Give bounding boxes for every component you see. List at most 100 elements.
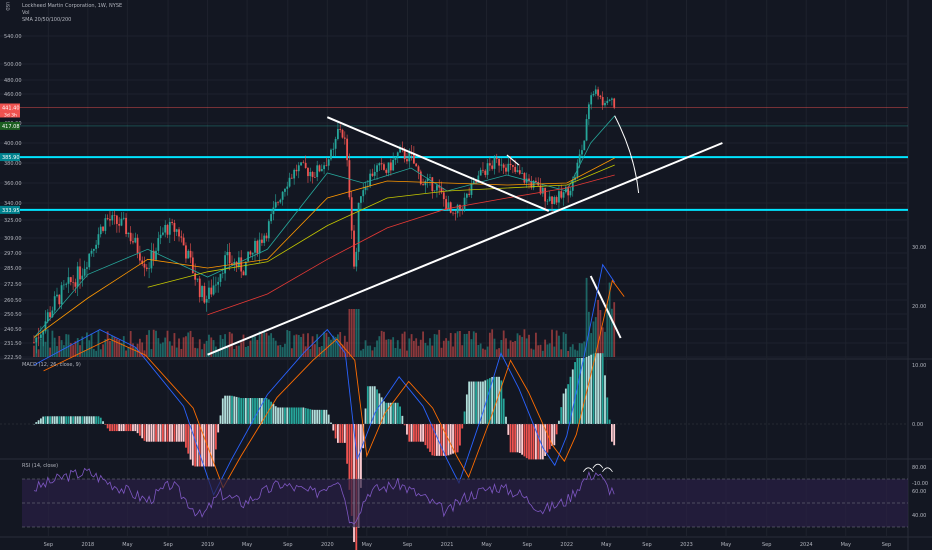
macd-tick-label: 10.00 xyxy=(912,363,926,369)
volume-bar xyxy=(518,335,521,357)
macd-histogram-bar xyxy=(488,378,491,424)
volume-bar xyxy=(592,321,595,357)
volume-bar xyxy=(525,338,528,357)
volume-bar xyxy=(530,348,533,357)
time-tick-label: Sep xyxy=(762,542,771,548)
volume-bar xyxy=(129,331,132,357)
candle-body xyxy=(587,104,590,120)
macd-histogram-bar xyxy=(431,424,434,456)
volume-bar xyxy=(484,349,487,357)
macd-histogram-bar xyxy=(65,416,68,424)
volume-bar xyxy=(272,337,275,357)
macd-histogram-bar xyxy=(247,398,250,424)
sma-line xyxy=(207,174,615,316)
volume-bar xyxy=(187,332,190,357)
candle-body xyxy=(302,162,305,163)
macd-histogram-bar xyxy=(44,416,47,424)
macd-histogram-bar xyxy=(604,375,606,424)
price-badge xyxy=(0,205,20,214)
candle-body xyxy=(378,163,381,166)
macd-histogram-bar xyxy=(311,409,314,424)
volume-bar xyxy=(459,330,461,357)
macd-histogram-bar xyxy=(479,381,482,424)
macd-histogram-bar xyxy=(235,396,238,424)
candle-body xyxy=(63,284,65,286)
time-tick-label: 2019 xyxy=(201,542,214,548)
volume-bar xyxy=(173,333,176,357)
volume-bar xyxy=(500,340,503,357)
candle-body xyxy=(406,159,408,162)
macd-histogram-bar xyxy=(316,409,319,424)
macd-histogram-bar xyxy=(134,424,137,432)
macd-histogram-bar xyxy=(254,398,256,424)
volume-bar xyxy=(440,347,443,357)
candle-body xyxy=(219,273,222,282)
macd-histogram-bar xyxy=(270,401,273,424)
volume-bar xyxy=(493,338,496,357)
candle-body xyxy=(500,164,503,166)
currency-badge: USD xyxy=(5,2,10,11)
candle-body xyxy=(122,217,125,219)
macd-histogram-bar xyxy=(210,424,213,467)
volume-bar xyxy=(408,338,411,357)
symbol-title: Lockheed Martin Corporation, 1W, NYSE xyxy=(22,3,123,9)
candle-body xyxy=(194,273,197,280)
candle-body xyxy=(590,95,593,105)
macd-histogram-bar xyxy=(74,416,77,424)
candle-body xyxy=(148,268,150,270)
time-tick-label: Sep xyxy=(642,542,651,548)
volume-bar xyxy=(198,339,201,357)
volume-bar xyxy=(594,317,597,357)
candle-body xyxy=(452,212,454,214)
macd-histogram-bar xyxy=(295,407,298,424)
macd-histogram-bar xyxy=(228,395,231,424)
volume-bar xyxy=(251,335,254,357)
candle-body xyxy=(429,177,431,179)
macd-histogram-bar xyxy=(454,424,457,453)
price-tick-label: 222.50 xyxy=(4,355,22,361)
macd-histogram-bar xyxy=(249,398,252,424)
volume-bar xyxy=(92,349,95,357)
candle-body xyxy=(387,162,390,173)
candle-body xyxy=(477,175,480,183)
volume-bar xyxy=(330,339,332,357)
candle-body xyxy=(157,238,160,251)
volume-bar xyxy=(102,344,104,357)
candle-body xyxy=(415,163,418,167)
candle-body xyxy=(571,180,574,191)
volume-bar xyxy=(320,345,323,357)
candle-body xyxy=(247,251,250,262)
candle-body xyxy=(214,284,217,286)
macd-histogram-bar xyxy=(362,424,365,449)
volume-bar xyxy=(286,330,289,357)
volume-bar xyxy=(578,343,581,357)
volume-bar xyxy=(316,334,319,357)
volume-bar xyxy=(463,333,466,357)
candle-body xyxy=(143,263,146,268)
volume-bar xyxy=(141,342,144,357)
candle-body xyxy=(346,138,349,161)
macd-histogram-bar xyxy=(459,424,461,446)
candle-body xyxy=(180,236,183,238)
rsi-tick-label: 40.00 xyxy=(912,513,926,519)
candle-body xyxy=(357,202,360,252)
volume-bar xyxy=(495,349,498,357)
candle-body xyxy=(281,191,284,200)
macd-histogram-bar xyxy=(171,424,174,442)
volume-bar xyxy=(355,309,358,357)
candle-body xyxy=(293,169,296,179)
volume-bar xyxy=(217,349,220,357)
macd-tick-label: 30.00 xyxy=(912,245,926,251)
candle-body xyxy=(592,93,595,96)
macd-histogram-bar xyxy=(449,424,452,455)
candle-body xyxy=(231,263,233,265)
price-tick-label: 360.00 xyxy=(4,181,22,187)
volume-bar xyxy=(180,348,183,357)
volume-bar xyxy=(178,338,180,357)
candle-body xyxy=(578,154,581,163)
candle-body xyxy=(69,277,72,282)
volume-bar xyxy=(323,331,325,357)
volume-bar xyxy=(237,345,240,357)
time-tick-label: Sep xyxy=(44,542,53,548)
